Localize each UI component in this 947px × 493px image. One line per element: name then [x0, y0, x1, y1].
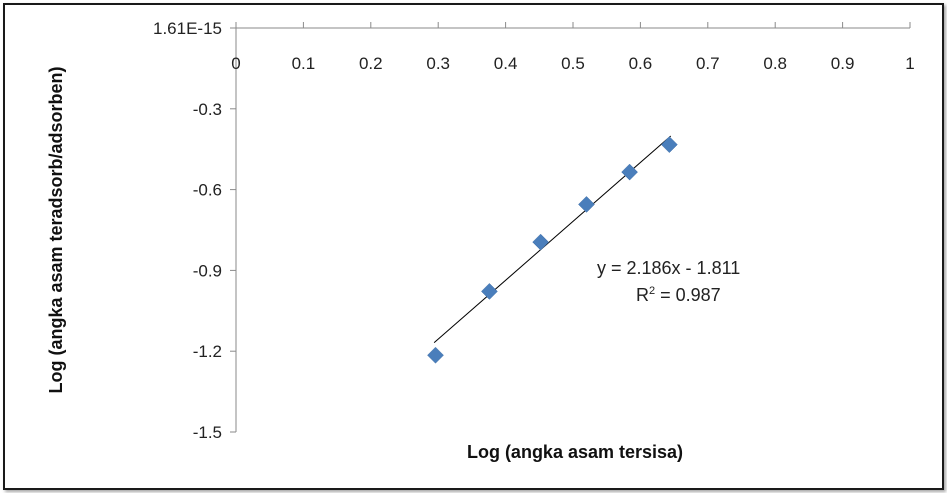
axes-layer — [230, 22, 911, 433]
data-point — [481, 283, 498, 300]
chart-frame — [3, 3, 944, 490]
y-tick-label: -0.9 — [193, 261, 222, 280]
x-tick-label: 0.8 — [763, 54, 787, 73]
y-tick-labels: 1.61E-15 -0.3 -0.6 -0.9 -1.2 -1.5 — [153, 19, 222, 442]
y-axis-title: Log (angka asam teradsorb/adsorben) — [46, 66, 66, 393]
r-squared-label: R2 = 0.987 — [636, 285, 721, 305]
x-tick-label: 0.2 — [359, 54, 383, 73]
y-tick-label: -1.5 — [193, 423, 222, 442]
y-tick-label: 1.61E-15 — [153, 19, 222, 38]
x-tick-label: 0.7 — [696, 54, 720, 73]
trendline-layer — [433, 135, 672, 344]
data-point — [532, 233, 550, 251]
x-tick-label: 0.5 — [561, 54, 585, 73]
trendline — [433, 135, 672, 344]
y-tick-label: -0.3 — [193, 100, 222, 119]
x-tick-label: 0.4 — [494, 54, 518, 73]
x-tick-label: 0 — [231, 54, 240, 73]
y-tick-label: -0.6 — [193, 181, 222, 200]
data-points — [427, 136, 678, 364]
x-tick-label: 0.3 — [426, 54, 450, 73]
trendline-equation: y = 2.186x - 1.811 — [597, 258, 740, 278]
data-point — [427, 346, 444, 364]
x-tick-label: 0.6 — [629, 54, 653, 73]
data-point — [621, 163, 638, 181]
data-point — [661, 136, 678, 153]
x-tick-label: 0.1 — [292, 54, 316, 73]
y-tick-label: -1.2 — [193, 342, 222, 361]
x-tick-labels: 0 0.1 0.2 0.3 0.4 0.5 0.6 0.7 0.8 0.9 1 — [231, 54, 914, 73]
x-tick-label: 0.9 — [831, 54, 855, 73]
x-tick-label: 1 — [905, 54, 914, 73]
x-axis-title: Log (angka asam tersisa) — [467, 442, 683, 462]
data-point — [578, 196, 595, 213]
